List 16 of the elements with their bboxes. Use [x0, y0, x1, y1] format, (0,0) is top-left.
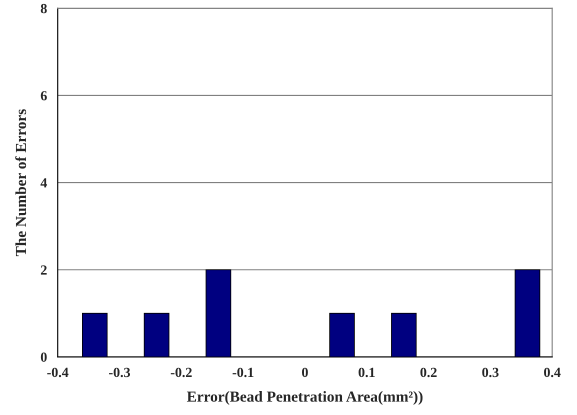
x-tick-label: -0.3 [109, 368, 130, 378]
x-tick-label: 0.1 [358, 368, 375, 378]
x-tick-label: -0.2 [170, 368, 192, 378]
y-tick-label: 4 [40, 178, 48, 188]
x-tick-label: 0.3 [482, 368, 499, 378]
x-tick-label: 0.4 [544, 368, 561, 378]
y-tick-label: 8 [40, 4, 47, 14]
y-axis-title: The Number of Errors [15, 109, 26, 256]
y-tick-label: 6 [40, 91, 47, 100]
x-tick-label: -0.4 [47, 368, 68, 378]
x-tick-label: 0 [302, 368, 308, 378]
x-tick-label: 0.2 [420, 368, 437, 378]
x-tick-label: -0.1 [232, 368, 254, 378]
y-tick-label: 0 [40, 352, 47, 362]
x-axis-title: Error(Bead Penetration Area(mm²)) [186, 391, 423, 405]
y-tick-label: 2 [40, 265, 47, 275]
